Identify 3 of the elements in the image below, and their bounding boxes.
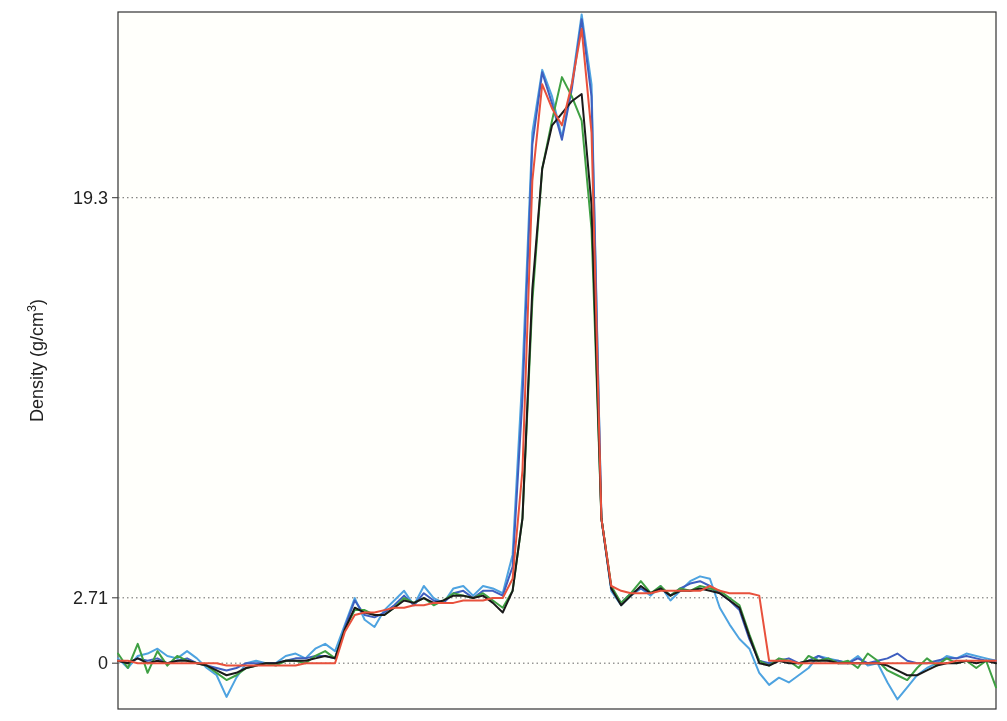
y-tick-label: 19.3 xyxy=(72,188,108,209)
y-tick-label: 2.71 xyxy=(72,588,108,609)
y-tick-label: 0 xyxy=(97,653,108,674)
